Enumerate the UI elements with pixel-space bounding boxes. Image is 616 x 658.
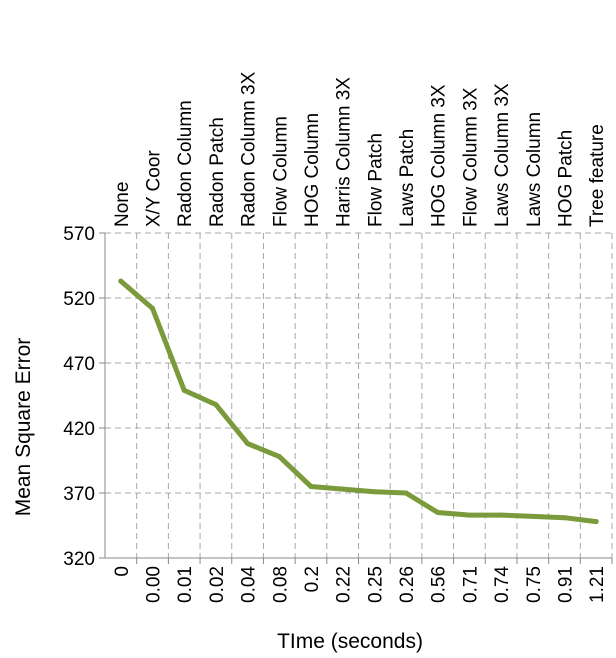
x-tick-label: 0.25: [365, 566, 386, 603]
data-point: [150, 305, 156, 311]
feature-label: Flow Column: [270, 116, 291, 227]
feature-label: X/Y Coor: [144, 150, 165, 227]
feature-label: Laws Column 3X: [492, 83, 513, 227]
feature-label: Flow Patch: [365, 133, 386, 227]
y-tick-label: 320: [63, 549, 95, 570]
feature-label: HOG Patch: [555, 130, 576, 227]
grid-lines: [105, 232, 613, 558]
feature-label: Tree feature: [587, 124, 608, 227]
data-point: [213, 402, 219, 408]
data-point: [498, 512, 504, 518]
data-point: [593, 519, 599, 525]
y-tick-label: 470: [63, 354, 95, 375]
y-axis-title: Mean Square Error: [12, 338, 35, 517]
feature-label: HOG Column: [302, 113, 323, 227]
feature-label: HOG Column 3X: [429, 84, 450, 227]
feature-label: Radon Column: [175, 100, 196, 227]
x-tick-label: 0.74: [492, 566, 513, 603]
data-point: [245, 441, 251, 447]
data-point: [530, 513, 536, 519]
feature-label: None: [112, 182, 133, 227]
data-point: [118, 278, 124, 284]
x-tick-label: 0.04: [239, 566, 260, 603]
data-point: [181, 387, 187, 393]
x-tick-label: 0.02: [207, 566, 228, 603]
x-tick-label: 0.71: [460, 566, 481, 603]
x-tick-label: 0.26: [397, 566, 418, 603]
y-tick-labels: 570 520 470 420 370 320: [63, 224, 95, 570]
x-axis-title: TIme (seconds): [277, 630, 423, 653]
data-point: [403, 490, 409, 496]
feature-label: Radon Patch: [207, 117, 228, 227]
feature-label: Laws Patch: [397, 129, 418, 227]
series-group: [118, 278, 599, 525]
feature-label: Flow Column 3X: [460, 87, 481, 227]
feature-label: Laws Column: [524, 112, 545, 227]
x-tick-label: 0.75: [524, 566, 545, 603]
data-point: [340, 486, 346, 492]
axes: [99, 232, 613, 564]
feature-label: Radon Column 3X: [239, 71, 260, 227]
x-tick-label: 0.91: [555, 566, 576, 603]
x-tick-label: 0.2: [302, 566, 323, 592]
series-line: [118, 278, 599, 525]
data-point: [371, 489, 377, 495]
data-point: [466, 512, 472, 518]
x-tick-label: 0.22: [334, 566, 355, 603]
data-point: [561, 515, 567, 521]
x-tick-label: 0.00: [144, 566, 165, 603]
x-tick-label: 0: [112, 566, 133, 577]
data-point: [276, 454, 282, 460]
x-tick-label: 0.08: [270, 566, 291, 603]
data-point: [308, 484, 314, 489]
y-tick-label: 420: [63, 419, 95, 440]
x-tick-label: 0.01: [175, 566, 196, 603]
feature-labels: None X/Y Coor Radon Column Radon Patch Radon…: [112, 71, 608, 227]
y-tick-label: 370: [63, 484, 95, 505]
x-tick-label: 0.56: [429, 566, 450, 603]
x-tick-label: 1.21: [587, 566, 608, 603]
x-tick-labels: 0 0.00 0.01 0.02 0.04 0.08 0.2 0.22 0.25 0.26 0.56…: [112, 566, 608, 603]
data-point: [435, 510, 441, 515]
y-tick-label: 570: [63, 224, 95, 245]
y-tick-label: 520: [63, 289, 95, 310]
feature-label: Harris Column 3X: [334, 77, 355, 227]
